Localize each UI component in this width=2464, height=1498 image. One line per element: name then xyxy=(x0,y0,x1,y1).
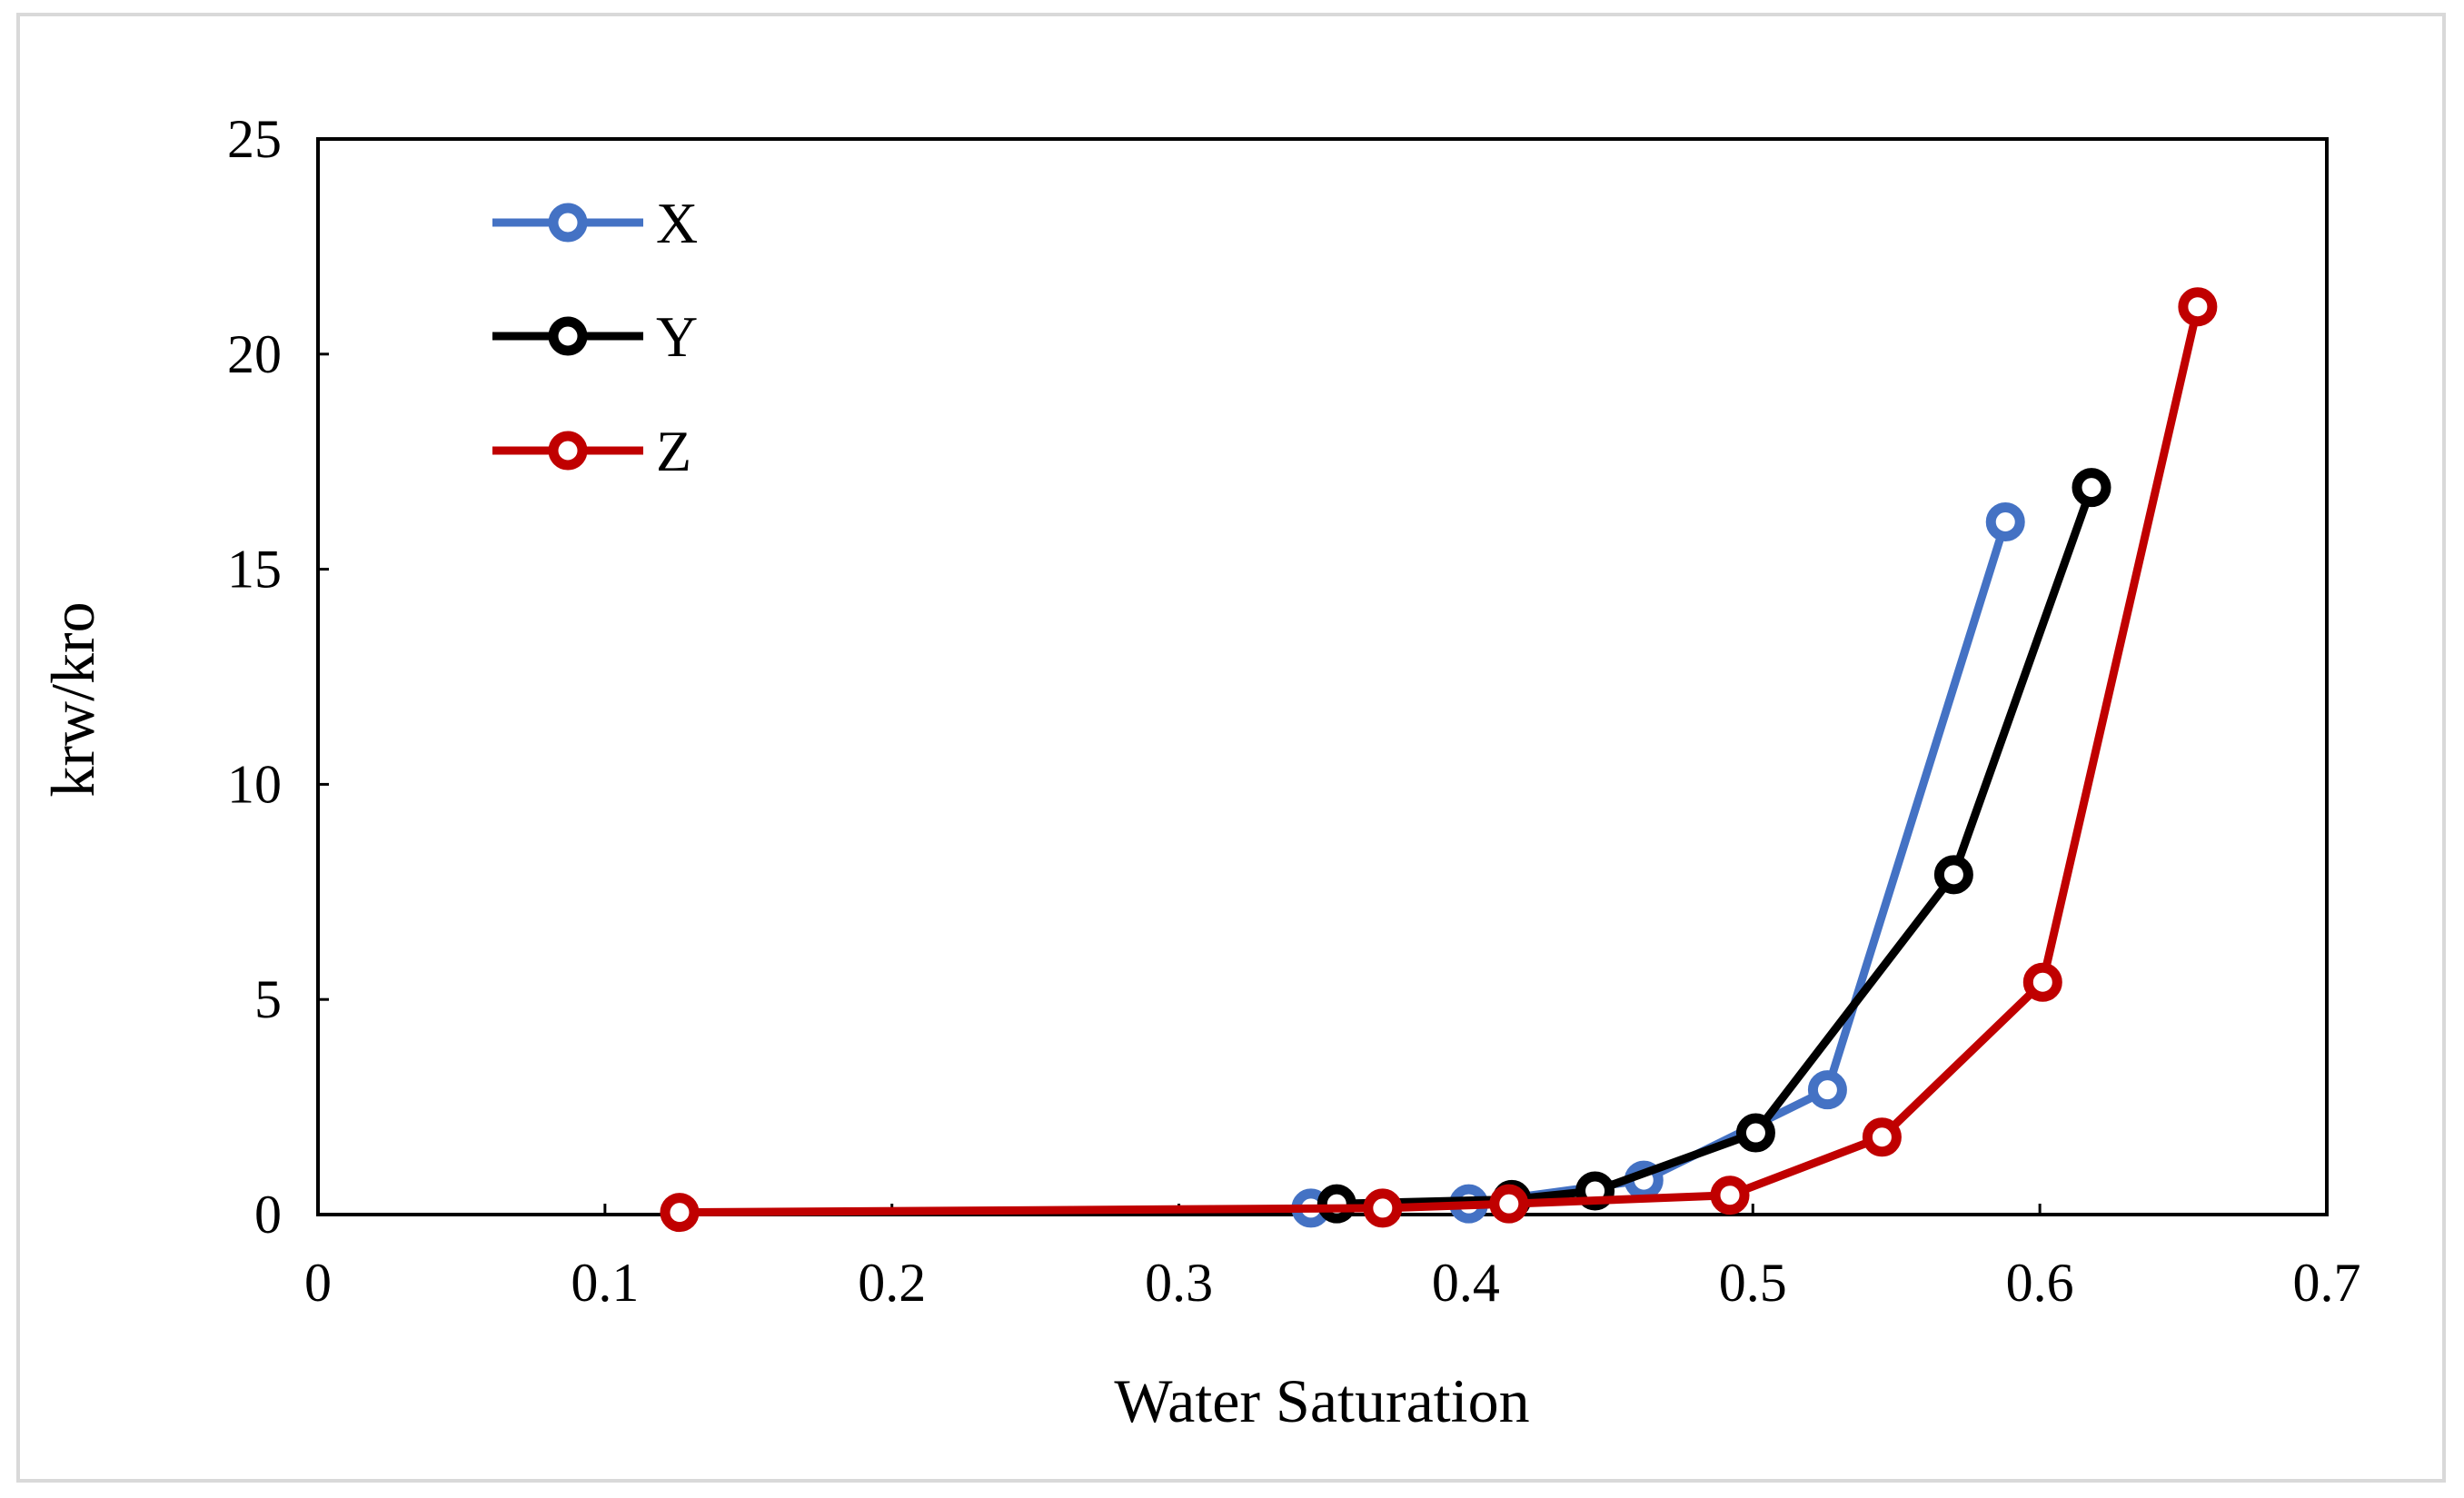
x-tick-label: 0.6 xyxy=(2006,1253,2074,1313)
x-axis-title: Water Saturation xyxy=(1114,1366,1529,1435)
series-x xyxy=(1291,502,2025,1228)
legend-marker xyxy=(548,431,588,471)
data-point xyxy=(1489,1184,1529,1224)
x-tick-label: 0.7 xyxy=(2293,1253,2361,1313)
series-line xyxy=(1310,521,2010,1213)
y-tick-label: 10 xyxy=(227,754,282,814)
data-point xyxy=(2022,962,2062,1002)
data-point xyxy=(1862,1117,1902,1157)
y-tick-label: 5 xyxy=(254,969,282,1029)
x-axis-ticks: 0 0.1 0.2 0.3 0.4 0.5 0.6 0.7 xyxy=(304,1204,2361,1313)
y-tick-label: 25 xyxy=(227,109,282,169)
y-tick-label: 15 xyxy=(227,540,282,600)
x-tick-label: 0 xyxy=(304,1253,332,1313)
y-axis-title: krw/kro xyxy=(38,601,107,797)
legend: XYZ xyxy=(492,191,698,483)
series-line xyxy=(679,305,2202,1217)
data-point xyxy=(2178,287,2218,327)
data-point xyxy=(1933,855,1973,895)
y-axis-ticks: 0 5 10 15 20 25 xyxy=(227,109,329,1245)
legend-marker xyxy=(548,203,588,243)
data-point xyxy=(1807,1070,1847,1110)
data-point xyxy=(1735,1113,1775,1153)
data-point xyxy=(1316,1184,1356,1224)
legend-marker xyxy=(548,316,588,356)
series-layer xyxy=(660,287,2218,1233)
data-point xyxy=(660,1193,700,1233)
legend-item-x: X xyxy=(492,191,698,255)
legend-label: Y xyxy=(656,304,698,369)
legend-label: Z xyxy=(656,419,691,483)
y-tick-label: 0 xyxy=(254,1185,282,1245)
x-tick-label: 0.5 xyxy=(1719,1253,1787,1313)
data-point xyxy=(1363,1188,1403,1228)
legend-item-y: Y xyxy=(492,304,698,369)
series-line xyxy=(1336,486,2096,1208)
x-tick-label: 0.4 xyxy=(1432,1253,1500,1313)
legend-item-z: Z xyxy=(492,419,691,483)
legend-label: X xyxy=(656,191,698,255)
x-tick-label: 0.2 xyxy=(858,1253,926,1313)
x-tick-label: 0.3 xyxy=(1145,1253,1213,1313)
chart-frame xyxy=(16,13,2446,1483)
series-z xyxy=(660,287,2218,1233)
data-point xyxy=(1985,502,2025,542)
data-point xyxy=(1710,1176,1750,1215)
data-point xyxy=(2072,468,2111,508)
y-tick-label: 20 xyxy=(227,324,282,384)
x-tick-label: 0.1 xyxy=(571,1253,639,1313)
